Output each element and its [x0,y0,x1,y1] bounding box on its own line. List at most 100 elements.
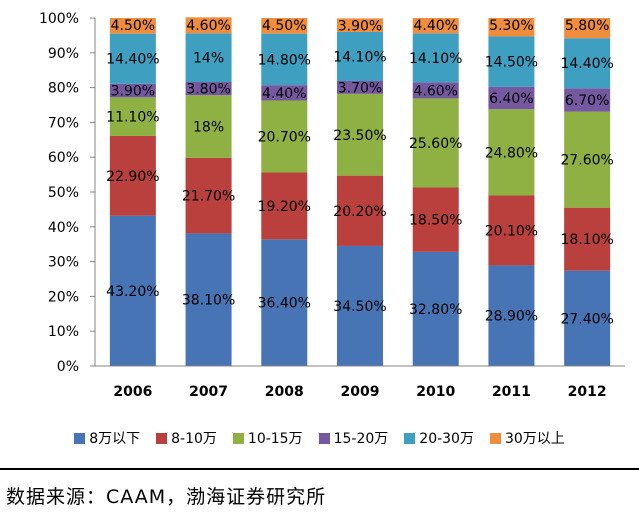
bar-segment [488,195,535,266]
bar-segment [337,245,383,366]
y-tick-label: 80% [48,81,79,97]
bar-segment [109,33,156,84]
bar-segment [337,175,383,246]
bar-data-label: 3.70% [338,80,382,96]
bar-data-label: 22.90% [106,169,159,185]
bar-data-label: 3.90% [111,84,155,100]
bar-segment [564,111,611,208]
bar-segment [185,17,232,34]
bar-data-label: 38.10% [182,293,235,309]
bar-segment [337,31,383,81]
bar-data-label: 20.10% [485,223,538,239]
bar-data-label: 4.60% [186,18,230,34]
chart-legend: 8万以下 8-10万 10-15万 15-20万 20-30万 30万以上 [0,424,639,452]
bar-data-label: 14% [193,51,224,67]
bar-segment [261,100,308,173]
divider-line [0,468,639,470]
y-tick-label: 30% [48,255,79,271]
bar-data-label: 20.70% [258,129,311,145]
bar-data-label: 18.50% [409,213,462,229]
y-tick-label: 40% [48,220,79,236]
bar-segment [488,109,535,196]
bar-data-label: 25.60% [409,136,462,152]
bar-data-label: 4.50% [262,18,306,34]
x-tick-label: 2007 [189,384,228,400]
bar-segment [109,135,156,216]
bar-segment [412,82,459,99]
bar-data-label: 14.40% [560,56,613,72]
bar-segment [412,187,459,252]
bar-data-label: 4.50% [111,18,155,34]
bar-data-label: 6.40% [489,91,533,107]
stacked-bar-chart: 0% 10% 20% 30% 40% 50% 60% 70% 80% 90% 100% 43.20% 2… [0,11,639,452]
bar-data-label: 11.10% [106,110,159,126]
bar-segment [412,18,459,34]
bar-segment [564,18,611,39]
bar-data-label: 14.10% [333,49,386,65]
x-tick-label: 2009 [341,384,380,400]
bar-segment [412,98,459,188]
bar-segment [488,18,535,37]
y-tick-label: 100% [39,11,79,27]
bar-data-label: 5.30% [489,18,533,34]
legend-label: 30万以上 [504,431,565,447]
bar-segment [261,18,308,34]
bar-data-label: 3.90% [338,18,382,34]
bar-data-label: 43.20% [106,284,159,300]
bar-segment [412,251,459,366]
legend-swatch [156,432,168,444]
bar-segment [337,93,383,176]
bar-data-label: 18.10% [560,232,613,248]
legend-item: 8-10万 [156,428,217,448]
bar-segment [261,85,308,101]
bar-segment [337,80,383,94]
y-tick-label: 0% [57,359,79,375]
bar-data-label: 4.40% [262,86,306,102]
legend-item: 10-15万 [232,428,303,448]
bar-data-label: 27.40% [560,311,613,327]
bar-data-label: 4.60% [413,83,457,99]
legend-label: 8万以下 [89,431,141,447]
source-note: 数据来源：CAAM，渤海证券研究所 [6,486,327,508]
bar-segment [261,239,308,366]
legend-item: 20-30万 [404,428,474,448]
legend-swatch [404,432,416,444]
bar-data-label: 3.80% [186,82,230,98]
legend-swatch [232,432,244,444]
bar-data-label: 19.20% [258,199,311,215]
bar-segment [564,270,611,366]
bar-segment [109,97,156,136]
legend-label: 10-15万 [247,431,303,447]
bar-data-label: 5.80% [565,18,609,34]
legend-swatch [489,432,501,444]
bar-data-label: 23.50% [333,128,386,144]
chart-plot-area: 0% 10% 20% 30% 40% 50% 60% 70% 80% 90% 100% 43.20% 2… [39,11,625,400]
legend-swatch [74,432,86,444]
bar-data-label: 14.80% [258,52,311,68]
bar-segment [564,207,611,271]
legend-swatch [318,432,330,444]
bar-data-label: 34.50% [333,299,386,315]
legend-item: 30万以上 [489,428,565,448]
bar-segment [488,86,535,110]
bar-segment [185,33,232,83]
bar-segment [185,95,232,158]
bar-data-label: 28.90% [485,309,538,325]
y-tick-label: 50% [48,185,79,201]
bar-data-label: 18% [193,120,224,136]
bar-segment [185,82,232,96]
bar-segment [488,265,535,366]
bar-segment [109,83,156,98]
legend-label: 15-20万 [333,431,389,447]
bar-data-label: 36.40% [258,296,311,312]
legend-item: 8万以下 [74,428,140,448]
bar-segment [261,172,308,240]
bar-segment [185,157,232,234]
y-tick-label: 10% [48,324,79,340]
y-tick-label: 70% [48,115,79,131]
bar-segment [109,18,156,34]
bar-segment [412,33,459,83]
bar-data-label: 14.50% [485,55,538,71]
bar-data-label: 27.60% [560,153,613,169]
bar-data-label: 20.20% [333,204,386,220]
